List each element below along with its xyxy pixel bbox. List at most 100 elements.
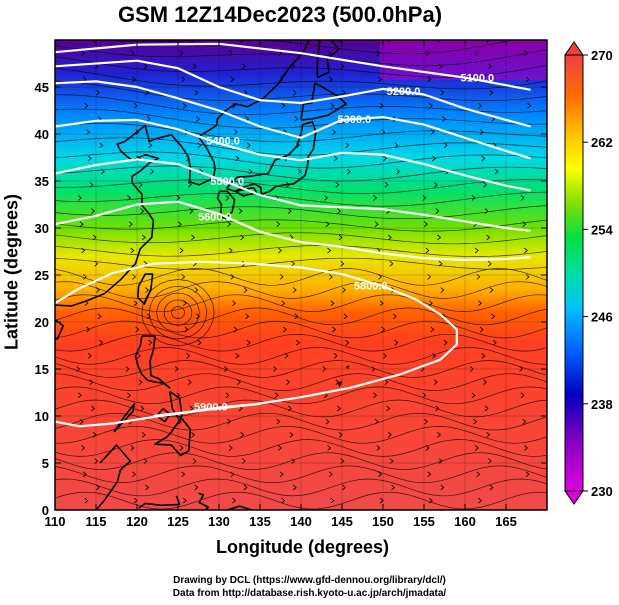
wind-arrow [130, 50, 135, 56]
wind-arrow [132, 274, 136, 280]
contour-label-5400: 5400.0 [206, 136, 240, 148]
wind-arrow [178, 221, 182, 228]
wind-arrow [389, 260, 394, 267]
wind-arrow [487, 260, 492, 267]
wind-arrow [145, 287, 150, 293]
wind-arrow [379, 300, 384, 307]
wind-arrow [474, 50, 479, 56]
wind-arrow [489, 287, 494, 293]
wind-arrow [181, 471, 186, 478]
wind-arrow [92, 40, 97, 43]
contour-line-5600 [55, 200, 531, 262]
coastline [226, 505, 253, 510]
wind-arrow [128, 221, 133, 228]
wind-arrow [383, 353, 387, 359]
streamline [55, 205, 547, 220]
wind-arrow [522, 418, 527, 425]
wind-arrow [94, 63, 99, 70]
wind-arrow [294, 116, 299, 122]
wind-arrow [387, 40, 392, 43]
wind-arrow [524, 50, 528, 56]
wind-arrow [487, 458, 492, 464]
wind-arrow [386, 405, 391, 412]
wind-arrow [424, 418, 428, 425]
wind-arrow [77, 195, 82, 201]
wind-arrow [138, 379, 143, 385]
wind-arrow [223, 366, 228, 372]
contour-line-5500 [55, 158, 531, 232]
wind-arrow [525, 76, 530, 83]
coastline [346, 365, 350, 369]
wind-arrow [338, 431, 343, 438]
coastline [225, 121, 317, 195]
wind-arrow [232, 300, 237, 307]
x-tick-label: 155 [413, 514, 435, 529]
wind-arrow [387, 431, 392, 438]
wind-arrow [435, 208, 440, 214]
streamline [55, 191, 547, 207]
wind-arrow [191, 431, 196, 438]
wind-arrow [292, 287, 297, 293]
wind-arrow [379, 497, 384, 504]
wind-arrow [82, 274, 87, 280]
wind-arrow [325, 221, 330, 228]
coastline [235, 186, 258, 197]
wind-arrow [486, 40, 491, 43]
wind-arrow [228, 445, 233, 451]
streamline [55, 412, 547, 431]
y-tick-label: 35 [35, 174, 49, 189]
x-tick-label: 160 [454, 514, 476, 529]
wind-arrow [189, 208, 194, 214]
wind-arrow [174, 366, 179, 372]
wind-arrow [230, 471, 235, 478]
wind-arrow [287, 405, 292, 412]
wind-arrow [333, 155, 338, 162]
wind-arrow [227, 418, 232, 425]
wind-arrow [84, 102, 89, 109]
wind-arrow [376, 445, 381, 451]
wind-arrow [150, 168, 155, 175]
wind-arrow [130, 445, 135, 451]
wind-arrow [92, 234, 97, 241]
wind-arrow [227, 221, 232, 228]
streamline [55, 439, 547, 457]
wind-arrow [381, 129, 386, 135]
wind-arrow [86, 326, 91, 333]
wind-arrow [430, 129, 435, 135]
wind-arrow [232, 102, 237, 109]
wind-arrow [292, 484, 297, 491]
wind-arrow [192, 63, 197, 70]
y-axis-label: Latitude (degrees) [1, 193, 22, 351]
coastline [337, 381, 342, 387]
wind-arrow [328, 76, 333, 83]
wind-arrow [430, 326, 435, 333]
wind-arrow [519, 366, 524, 372]
x-tick-label: 125 [167, 514, 189, 529]
wind-arrow [97, 313, 102, 320]
swirl [171, 306, 185, 319]
coastline [137, 273, 154, 305]
x-tick-label: 130 [208, 514, 230, 529]
coastline [198, 492, 210, 510]
coastline [169, 390, 183, 419]
wind-arrow [240, 40, 245, 43]
wind-arrow [481, 155, 486, 162]
wind-arrow [422, 392, 427, 399]
wind-arrow [394, 142, 399, 149]
wind-arrow [196, 313, 200, 320]
wind-arrow [96, 287, 100, 293]
wind-arrow [145, 484, 150, 491]
wind-arrow [197, 339, 202, 346]
contour-label-5800: 5800.0 [354, 280, 388, 292]
streamline [55, 399, 547, 418]
wind-arrow [489, 89, 494, 96]
wind-arrow [440, 89, 445, 96]
wind-arrow [240, 431, 245, 438]
swirl [163, 299, 193, 326]
y-tick-label: 40 [35, 127, 49, 142]
wind-arrow [427, 471, 432, 478]
wind-arrow [99, 339, 104, 346]
wind-arrow [91, 405, 95, 412]
